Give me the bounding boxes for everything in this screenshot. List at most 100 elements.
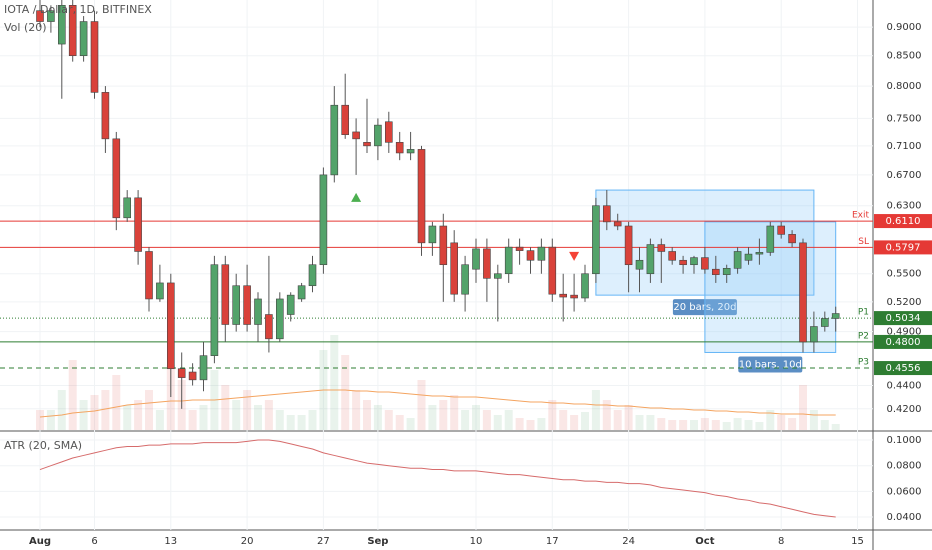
atr-tick-label: 0.0400 (887, 512, 922, 523)
candle-body (635, 259, 644, 270)
candle-body (810, 326, 818, 343)
candle-body (472, 248, 480, 270)
volume-bar (526, 420, 535, 430)
x-tick-label: 13 (164, 536, 177, 547)
volume-bar (559, 410, 568, 430)
x-tick-label: 10 (470, 536, 483, 547)
level-label: 0.4800 (886, 337, 921, 348)
y-tick-label: 0.7500 (887, 113, 922, 124)
candle-body (537, 246, 546, 261)
volume-bar (221, 385, 230, 430)
level-name: P2 (858, 331, 869, 341)
volume-bar (134, 400, 143, 430)
volume-bar (799, 385, 807, 430)
volume-bar (548, 400, 557, 430)
x-tick-label: 27 (317, 536, 330, 547)
level-label-box (874, 240, 932, 255)
level-name: SL (858, 237, 869, 247)
candle-body (319, 174, 328, 266)
volume-bar (831, 424, 840, 430)
volume-bar (581, 412, 589, 430)
atr-tick-label: 0.0600 (887, 486, 922, 497)
candle-body (483, 248, 491, 279)
volume-bar (46, 410, 55, 430)
volume-bar (668, 420, 677, 430)
x-tick-label: 20 (241, 536, 254, 547)
candle-body (439, 225, 448, 266)
candle-body (265, 314, 273, 340)
volume-bar (79, 400, 88, 430)
candle-body (657, 244, 666, 252)
candle-body (461, 264, 469, 295)
atr-tick-label: 0.0800 (887, 461, 922, 472)
volume-bar (232, 400, 241, 430)
volume-bar (624, 405, 633, 430)
volume-bar (395, 415, 404, 430)
volume-bar (777, 415, 786, 430)
candle-body (36, 10, 44, 22)
y-tick-label: 0.4900 (887, 327, 922, 338)
volume-bar (155, 410, 164, 430)
volume-bar (123, 405, 132, 430)
volume-bar (744, 420, 753, 430)
volume-bar (809, 410, 818, 430)
candle-body (177, 368, 186, 378)
level-label: 0.6110 (886, 216, 921, 227)
x-tick-label: 24 (622, 536, 635, 547)
x-tick-label: Aug (29, 536, 51, 547)
x-tick-label: 15 (851, 536, 864, 547)
candle-body (450, 242, 459, 295)
range-label: 10 bars, 10d (739, 359, 802, 370)
candle-body (232, 285, 240, 325)
y-tick-label: 0.8000 (887, 81, 922, 92)
volume-bar (101, 390, 110, 430)
volume-bar (461, 410, 470, 430)
volume-bar (613, 410, 622, 430)
candle-body (799, 242, 807, 343)
candle-body (156, 282, 164, 300)
volume-bar (68, 360, 77, 430)
level-label: 0.5034 (886, 313, 921, 324)
candle-body (68, 5, 77, 57)
volume-bar (646, 415, 655, 430)
y-tick-label: 0.5200 (887, 297, 922, 308)
volume-bar (766, 410, 775, 430)
y-tick-label: 0.5500 (887, 269, 922, 280)
candle-body (363, 142, 371, 147)
atr-tick-label: 0.1000 (887, 435, 922, 446)
candle-body (592, 205, 600, 275)
volume-bar (515, 418, 524, 430)
candle-body (308, 264, 317, 287)
atr-title: ATR (20, SMA) (4, 439, 82, 452)
volume-bar (417, 380, 426, 430)
x-tick-label: Sep (367, 536, 388, 547)
volume-bar (406, 418, 415, 430)
volume-bar (363, 400, 371, 430)
candle-body (112, 138, 121, 219)
x-tick-label: 17 (546, 536, 559, 547)
candle-body (286, 294, 295, 315)
candle-body (679, 259, 687, 266)
candle-body (526, 250, 535, 261)
volume-bar (482, 410, 491, 430)
level-label-box (874, 311, 932, 326)
signal-marker (569, 251, 580, 261)
candle-body (559, 293, 568, 298)
volume-bar (384, 410, 393, 430)
level-label-box (874, 334, 932, 349)
atr-line (39, 439, 836, 518)
y-tick-label: 0.7100 (887, 141, 922, 152)
volume-bar (145, 390, 153, 430)
candle-body (134, 197, 142, 252)
level-label: 0.4556 (886, 363, 921, 374)
candle-body (145, 251, 153, 300)
volume-bar (439, 400, 448, 430)
volume-bar (352, 390, 361, 430)
candle-body (330, 104, 339, 176)
candle-body (210, 264, 219, 356)
x-tick-label: 8 (778, 536, 784, 547)
volume-bar (264, 400, 273, 430)
volume-bar (112, 375, 121, 430)
candle-body (188, 371, 197, 381)
